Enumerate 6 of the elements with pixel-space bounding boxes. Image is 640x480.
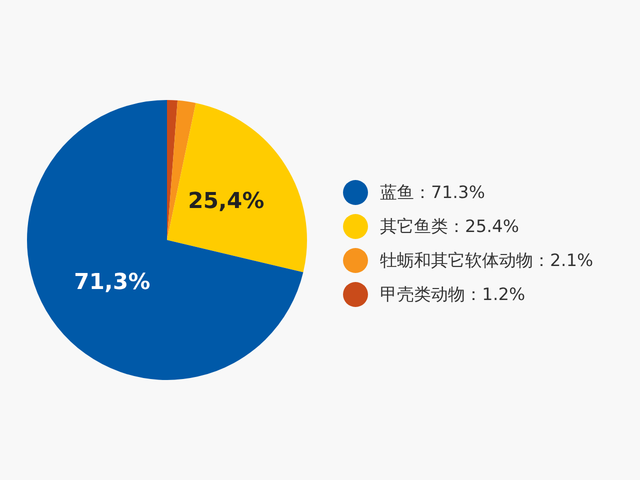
- legend-label: 其它鱼类：25.4%: [380, 216, 520, 238]
- legend-label: 甲壳类动物：1.2%: [380, 284, 526, 306]
- legend-label: 蓝鱼：71.3%: [380, 182, 486, 204]
- data-label: 25,4%: [188, 189, 264, 214]
- legend-label: 牡蛎和其它软体动物：2.1%: [380, 250, 594, 272]
- data-label: 71,3%: [74, 270, 150, 296]
